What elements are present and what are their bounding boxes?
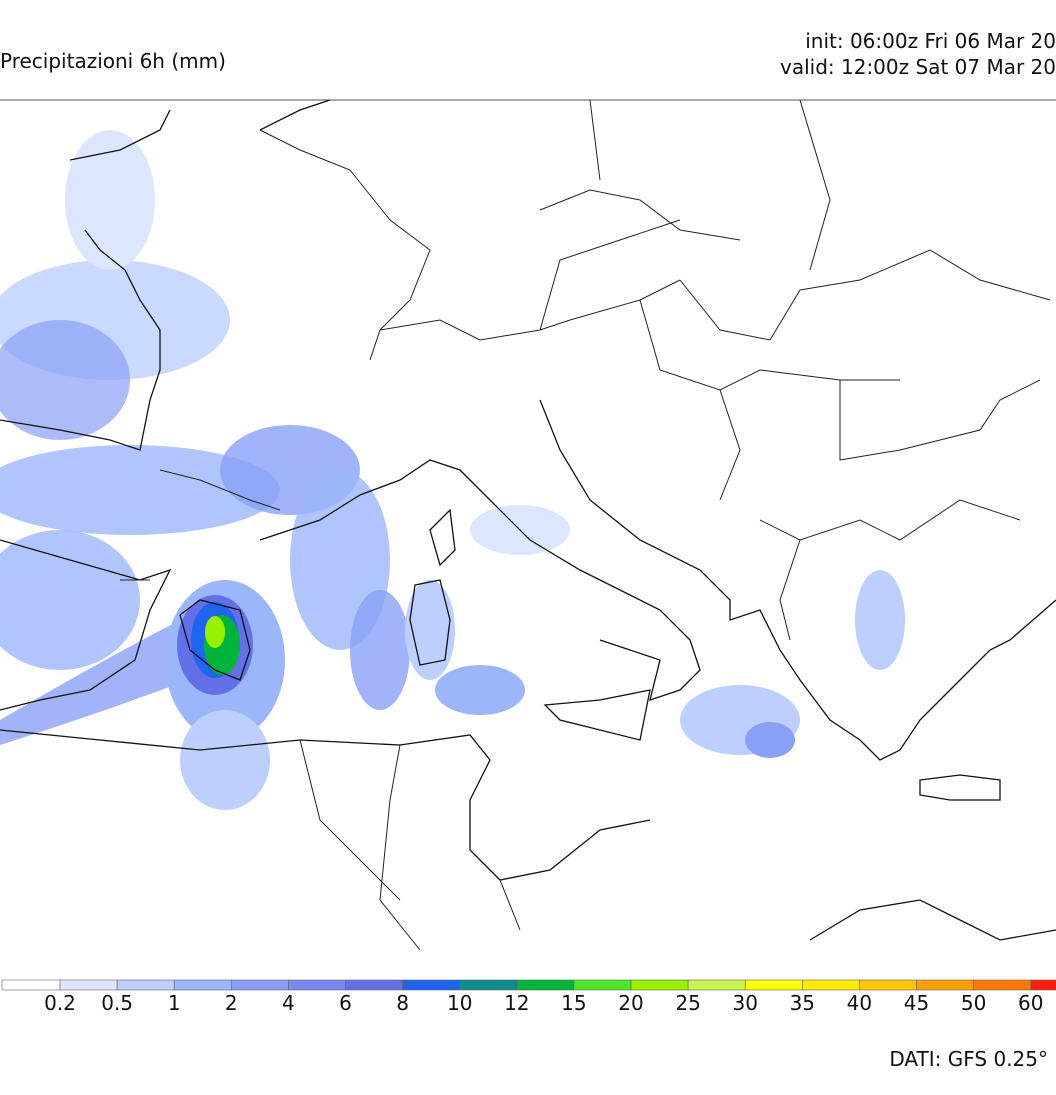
init-time: init: 06:00z Fri 06 Mar 20 [805,29,1056,53]
colorbar-swatch [59,979,118,991]
colorbar-label: 8 [396,991,409,1015]
colorbar-swatch [859,979,917,991]
colorbar: 0.2 0.5 1 2 4 6 8 10 12 15 20 25 30 35 40 45 50 60 [1,979,1056,1015]
colorbar-swatch [459,979,518,991]
colorbar-swatch [1030,979,1056,991]
colorbar-swatch [173,979,232,991]
colorbar-swatch [288,979,346,991]
colorbar-label: 20 [618,991,643,1015]
colorbar-swatch [916,979,974,991]
colorbar-label: 45 [904,991,929,1015]
colorbar-swatch [1,979,61,991]
colorbar-swatch [973,979,1031,991]
colorbar-swatch [687,979,746,991]
colorbar-swatch [801,979,860,991]
colorbar-label: 0.2 [44,991,76,1015]
colorbar-label: 12 [504,991,529,1015]
colorbar-swatch [744,979,803,991]
colorbar-swatch [516,979,575,991]
colorbar-swatch [345,979,403,991]
colorbar-label: 2 [225,991,238,1015]
colorbar-label: 1 [168,991,181,1015]
colorbar-label: 60 [1018,991,1043,1015]
colorbar-label: 6 [339,991,352,1015]
colorbar-label: 30 [732,991,757,1015]
data-source: DATI: GFS 0.25° [889,1047,1048,1071]
colorbar-swatch [116,979,175,991]
colorbar-label: 35 [790,991,815,1015]
colorbar-label: 40 [847,991,872,1015]
coastlines [0,99,1056,941]
colorbar-swatch [573,979,632,991]
colorbar-label: 0.5 [101,991,133,1015]
colorbar-label: 10 [447,991,472,1015]
borders [120,99,1051,951]
colorbar-label: 25 [675,991,700,1015]
colorbar-label: 50 [961,991,986,1015]
colorbar-swatch [231,979,289,991]
colorbar-swatch [402,979,461,991]
colorbar-label: 15 [561,991,586,1015]
map-title: Precipitazioni 6h (mm) [0,49,226,73]
colorbar-label: 4 [282,991,295,1015]
precipitation-field [0,130,905,810]
valid-time: valid: 12:00z Sat 07 Mar 20 [780,55,1056,79]
colorbar-swatch [630,979,689,991]
